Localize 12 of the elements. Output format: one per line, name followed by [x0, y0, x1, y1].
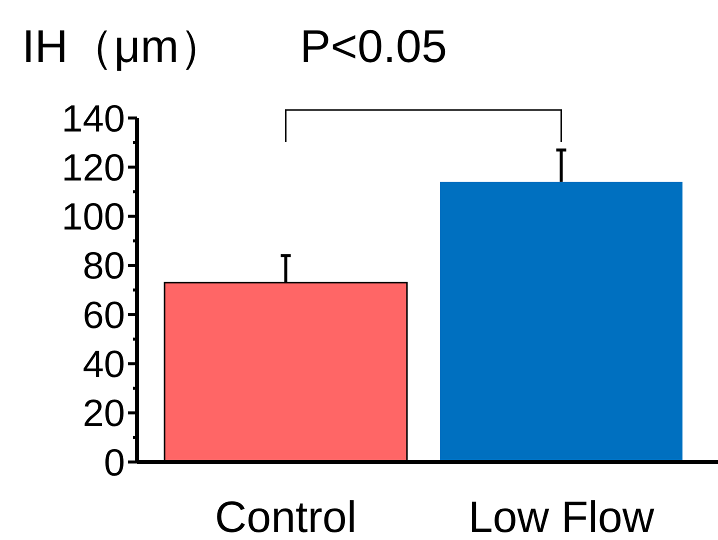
x-tick-label: Low Flow: [468, 493, 654, 540]
y-tick-label: 140: [62, 98, 125, 140]
y-tick-label: 80: [82, 246, 125, 288]
y-tick-label: 120: [62, 147, 125, 190]
x-tick-label: Control: [214, 493, 357, 540]
text: P<0.05: [300, 20, 448, 72]
y-tick-label: 100: [62, 196, 125, 239]
chart-title: IH（μm）: [22, 20, 225, 72]
y-tick-label: 20: [82, 393, 125, 436]
y-tick-label: 40: [82, 344, 125, 386]
y-tick-label: 0: [104, 442, 125, 484]
y-tick-label: 60: [82, 294, 125, 337]
